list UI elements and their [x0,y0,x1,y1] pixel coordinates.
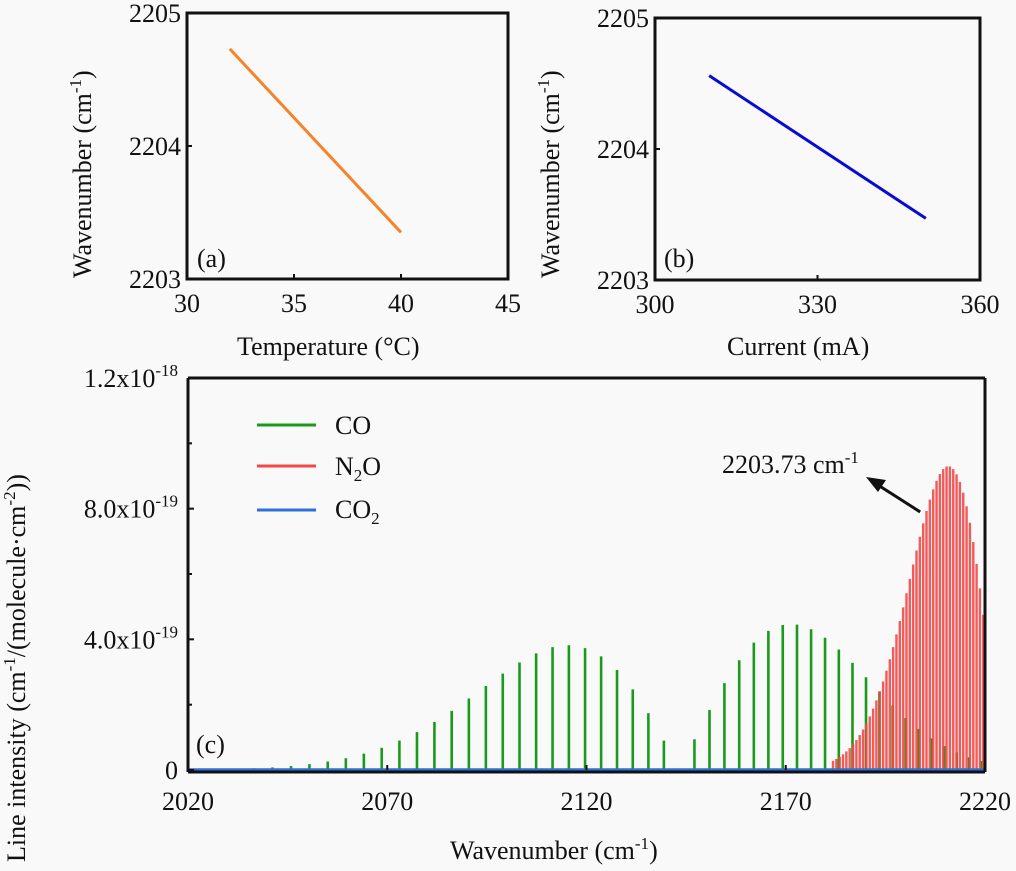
panel-b-ytick-label: 2205 [597,4,649,33]
panel-c-xtick-label: 2020 [162,787,214,816]
panel-a-series-line [228,47,403,234]
panel-a-ytick-label: 2205 [129,0,181,28]
peak-annotation: 2203.73 cm-1 [722,449,859,479]
panel-b-xtick-label: 300 [636,290,675,319]
panel-c-ylabel-sup2: -2 [0,491,19,506]
panel-c-ytick-label: 8.0x10-19 [84,492,178,524]
panel-c-xtick-label: 2170 [760,787,812,816]
panel-c-xlabel-text: Wavenumber (cm [450,836,635,865]
panel-c-ylabel-b: /(molecule·cm [2,505,31,658]
panel-c-xlabel: Wavenumber (cm-1) [450,835,658,865]
annotation-arrow-shaft [877,483,921,514]
peak-annotation-sup: -1 [844,448,859,467]
panel-a-xtick-label: 30 [174,289,200,318]
panel-c-ytick-label: 0 [165,756,178,785]
annotation-arrow-head [866,477,886,492]
panel-c-ylabel: Line intensity (cm-1/(molecule·cm-2)) [0,474,31,862]
panel-c-xtick-label: 2220 [959,787,1011,816]
panel-b-ylabel-sup: -1 [534,78,553,94]
panel-c-ylabel-a: Line intensity (cm [2,671,31,862]
panel-a-xtick-label: 45 [495,289,521,318]
panel-a-ylabel-text: Wavenumber (cm [68,93,97,278]
panel-a-xtick-label: 40 [388,289,414,318]
panel-a-ylabel-sup: -1 [66,78,85,94]
panel-c-ytick-label: 1.2x10-18 [84,361,178,393]
panel-c-xlabel-sup: -1 [634,834,650,853]
panel-a-xlabel: Temperature (°C) [237,332,420,361]
panel-b-xtick-label: 360 [961,290,1000,319]
panel-b-ylabel-close: ) [536,70,565,79]
panel-c-ylabel-c: )) [2,474,31,492]
panel-a-ytick-label: 2204 [129,132,181,161]
panel-b-series-line [708,74,927,220]
panel-b-label: (b) [664,244,695,273]
panel-a-ylabel: Wavenumber (cm-1) [66,70,97,278]
panel-a-xtick-label: 35 [281,289,307,318]
panel-b-ylabel-text: Wavenumber (cm [536,93,565,278]
legend-n2o-label: N2O [335,452,382,485]
panel-c-ylabel-sup1: -1 [0,657,19,672]
legend-co2-label: CO2 [335,495,380,528]
panel-a-ylabel-close: ) [68,70,97,79]
panel-b-ytick-label: 2203 [597,266,649,295]
legend-n2o-sub: 2 [353,466,363,485]
panel-b-ylabel: Wavenumber (cm-1) [534,70,565,278]
panel-c-xtick-label: 2120 [561,787,613,816]
panel-c-xlabel-close: ) [649,836,658,865]
panel-b-xlabel: Current (mA) [727,332,870,361]
peak-annotation-text: 2203.73 cm [722,450,845,479]
legend-n2o-after: O [362,452,382,481]
panel-c-ytick-label: 4.0x10-19 [84,622,178,654]
legend-co2-sub: 2 [371,509,380,528]
legend-co2-name: CO [335,495,372,524]
panel-b-xtick-label: 330 [798,290,837,319]
panel-c-xtick-label: 2070 [361,787,413,816]
panel-a-label: (a) [197,244,226,273]
panel-c-label: (c) [196,730,225,759]
legend-n2o-name: N [335,452,354,481]
legend-co-label: CO [335,411,372,440]
panel-a-ytick-label: 2203 [129,265,181,294]
panel-b-frame [653,16,982,282]
panel-b-ytick-label: 2204 [597,135,649,164]
